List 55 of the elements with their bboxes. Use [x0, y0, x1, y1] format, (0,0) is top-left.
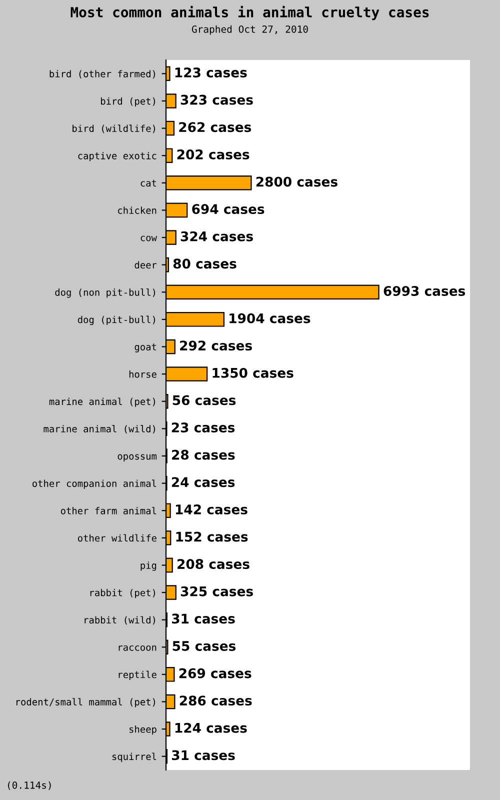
- data-label: 23 cases: [172, 422, 235, 432]
- data-label: 208 cases: [178, 559, 250, 570]
- y-tick-label: cat: [140, 180, 156, 187]
- data-label: 80 cases: [173, 258, 236, 269]
- data-label: 325 cases: [180, 586, 253, 596]
- y-tick-label: other farm animal: [60, 506, 156, 514]
- y-tick-label: horse: [129, 370, 156, 378]
- y-tick-label: goat: [134, 344, 156, 352]
- y-tick-label: dog (pit-bull): [78, 316, 156, 326]
- data-label: 202 cases: [177, 149, 250, 160]
- text: (0.114s): [8, 781, 51, 790]
- y-tick-label: deer: [134, 261, 157, 269]
- y-tick-label: squirrel: [112, 752, 156, 762]
- y-tick-label: captive exotic: [78, 152, 156, 162]
- data-label: 292 cases: [180, 340, 252, 351]
- y-tick-label: reptile: [118, 670, 156, 680]
- chart-subtitle: Graphed Oct 27, 2010: [192, 25, 308, 35]
- data-label: 269 cases: [179, 668, 252, 678]
- data-label: 324 cases: [180, 231, 253, 242]
- y-tick-label: rodent/small mammal (pet): [16, 698, 156, 708]
- y-tick-label: rabbit (pet): [90, 588, 156, 598]
- y-tick-label: other wildlife: [78, 534, 156, 542]
- data-label: 694 cases: [192, 204, 264, 214]
- chart-title: Most common animals in animal cruelty cases: [70, 6, 429, 20]
- data-label: 1350 cases: [212, 368, 294, 378]
- y-tick-label: bird (wildlife): [72, 124, 156, 134]
- y-tick-label: bird (pet): [101, 97, 156, 107]
- data-label: 152 cases: [176, 532, 248, 542]
- y-tick-label: pig: [140, 562, 156, 571]
- data-label: 142 cases: [176, 504, 248, 514]
- y-tick-label: other companion animal: [32, 480, 156, 489]
- data-label: 124 cases: [175, 722, 247, 733]
- data-label: 323 cases: [180, 94, 253, 105]
- data-label: 6993 cases: [384, 286, 466, 296]
- y-tick-label: chicken: [118, 206, 156, 214]
- y-tick-label: raccoon: [118, 645, 156, 651]
- data-label: 1904 cases: [230, 313, 310, 324]
- data-label: 28 cases: [172, 450, 235, 460]
- data-label: 123 cases: [175, 68, 247, 78]
- data-label: 262 cases: [179, 122, 252, 132]
- y-tick-label: sheep: [130, 725, 156, 735]
- y-tick-label: marine animal (pet): [49, 398, 156, 407]
- data-label: 56 cases: [172, 395, 236, 406]
- data-label: 55 cases: [172, 641, 236, 651]
- y-tick-label: dog (non pit-bull): [55, 288, 156, 298]
- data-label: 24 cases: [172, 477, 235, 488]
- data-label: 2800 cases: [256, 176, 338, 187]
- y-tick-label: opossum: [118, 454, 157, 462]
- y-tick-label: cow: [140, 236, 157, 242]
- data-label: 31 cases: [172, 750, 235, 760]
- data-label: 31 cases: [172, 614, 235, 624]
- y-tick-label: bird (other farmed): [50, 70, 156, 79]
- data-label: 286 cases: [180, 696, 252, 706]
- y-tick-label: rabbit (wild): [84, 616, 156, 625]
- y-tick-label: marine animal (wild): [44, 425, 156, 434]
